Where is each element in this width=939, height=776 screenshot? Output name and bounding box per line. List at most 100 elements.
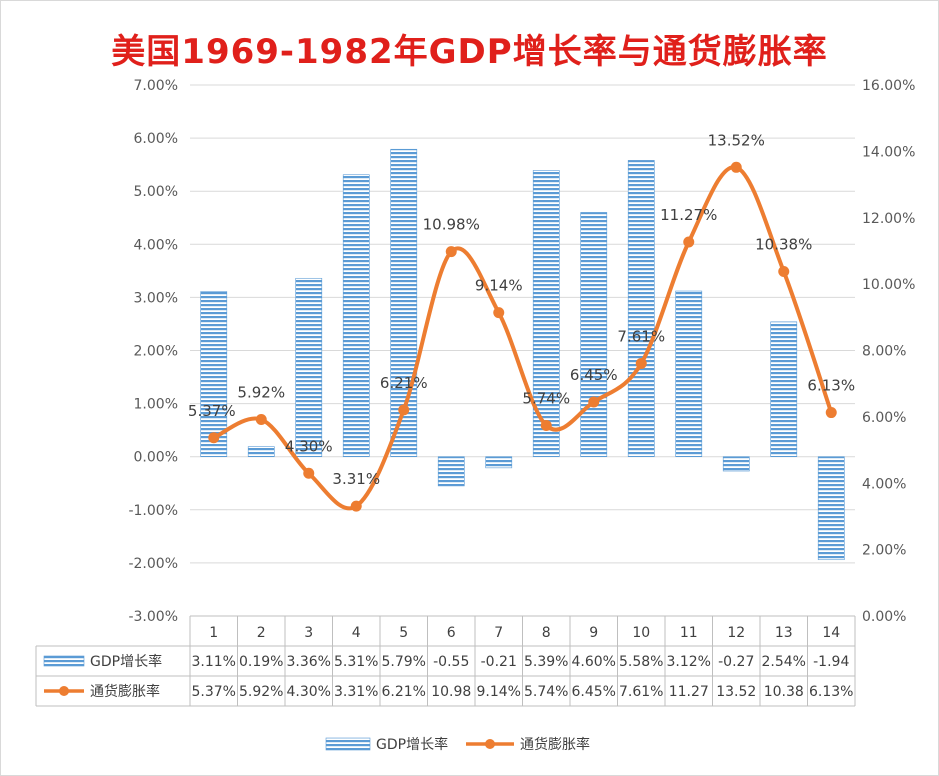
inflation-data-label: 11.27% bbox=[660, 206, 717, 224]
right-axis-tick-label: 0.00% bbox=[862, 609, 906, 625]
gdp-table-value: 3.11% bbox=[192, 654, 236, 670]
inflation-table-value: 13.52 bbox=[716, 684, 756, 700]
inflation-data-label: 4.30% bbox=[285, 437, 333, 455]
gdp-bar bbox=[675, 290, 703, 458]
inflation-data-label: 7.61% bbox=[617, 327, 665, 345]
left-axis-tick-label: -2.00% bbox=[128, 556, 178, 572]
category-label: 3 bbox=[304, 625, 313, 641]
gdp-table-value: 3.12% bbox=[667, 654, 711, 670]
inflation-data-label: 5.92% bbox=[237, 384, 285, 402]
gdp-bar bbox=[200, 291, 228, 457]
gdp-bar bbox=[342, 174, 370, 457]
inflation-data-label: 6.21% bbox=[380, 374, 428, 392]
inflation-point bbox=[540, 420, 552, 432]
left-axis-tick-label: 6.00% bbox=[134, 131, 178, 147]
legend-label-inflation: 通货膨胀率 bbox=[520, 736, 590, 753]
right-axis-tick-label: 10.00% bbox=[862, 277, 915, 293]
gdp-table-value: 5.79% bbox=[382, 654, 426, 670]
gdp-table-value: -0.55 bbox=[433, 654, 469, 670]
right-axis-tick-label: 2.00% bbox=[862, 543, 906, 559]
gdp-table-value: -0.21 bbox=[481, 654, 517, 670]
inflation-data-label: 5.37% bbox=[188, 402, 236, 420]
inflation-data-label: 3.31% bbox=[332, 470, 380, 488]
category-label: 7 bbox=[494, 625, 503, 641]
gdp-table-value: 5.31% bbox=[334, 654, 378, 670]
inflation-data-label: 6.13% bbox=[807, 377, 855, 395]
gdp-bar bbox=[437, 456, 465, 487]
gdp-table-value: 0.19% bbox=[239, 654, 283, 670]
legend-marker-inflation bbox=[485, 739, 495, 749]
category-label: 5 bbox=[399, 625, 408, 641]
inflation-table-value: 9.14% bbox=[477, 684, 521, 700]
category-label: 4 bbox=[352, 625, 361, 641]
left-axis-tick-label: 2.00% bbox=[134, 344, 178, 360]
inflation-point bbox=[778, 266, 790, 278]
right-axis-tick-label: 4.00% bbox=[862, 476, 906, 492]
category-label: 1 bbox=[209, 625, 218, 641]
gdp-bar bbox=[817, 456, 845, 561]
inflation-data-label: 10.98% bbox=[423, 216, 480, 234]
left-axis-tick-label: 0.00% bbox=[134, 450, 178, 466]
gdp-bar bbox=[295, 277, 323, 457]
inflation-point bbox=[683, 236, 695, 248]
category-label: 9 bbox=[589, 625, 598, 641]
table-row-label-inflation: 通货膨胀率 bbox=[90, 683, 160, 700]
category-label: 8 bbox=[542, 625, 551, 641]
inflation-point bbox=[303, 467, 315, 479]
left-axis-tick-label: 3.00% bbox=[134, 290, 178, 306]
left-axis-tick-label: 5.00% bbox=[134, 184, 178, 200]
right-axis-tick-label: 16.00% bbox=[862, 78, 915, 94]
gdp-bar bbox=[770, 321, 798, 457]
gdp-table-value: -1.94 bbox=[813, 654, 849, 670]
inflation-data-label: 6.45% bbox=[570, 366, 618, 384]
gdp-bar bbox=[627, 160, 655, 457]
inflation-table-value: 11.27 bbox=[669, 684, 709, 700]
inflation-point bbox=[588, 396, 600, 408]
inflation-table-value: 5.74% bbox=[524, 684, 568, 700]
left-axis-tick-label: 1.00% bbox=[134, 397, 178, 413]
inflation-point bbox=[255, 414, 267, 426]
inflation-table-value: 5.92% bbox=[239, 684, 283, 700]
gdp-bar bbox=[247, 446, 275, 457]
inflation-data-label: 13.52% bbox=[708, 131, 765, 149]
category-label: 11 bbox=[680, 625, 698, 641]
chart-title: 美国1969-1982年GDP增长率与通货膨胀率 bbox=[111, 32, 828, 72]
inflation-point bbox=[825, 407, 837, 419]
inflation-point bbox=[350, 500, 362, 512]
gdp-bar bbox=[580, 212, 608, 457]
left-axis-tick-label: 7.00% bbox=[134, 78, 178, 94]
gdp-table-value: 2.54% bbox=[762, 654, 806, 670]
right-axis-tick-label: 8.00% bbox=[862, 344, 906, 360]
inflation-point bbox=[730, 161, 742, 173]
category-label: 13 bbox=[775, 625, 793, 641]
category-label: 6 bbox=[447, 625, 456, 641]
category-label: 14 bbox=[822, 625, 840, 641]
table-key-gdp bbox=[43, 655, 85, 667]
category-label: 10 bbox=[632, 625, 650, 641]
inflation-data-label: 9.14% bbox=[475, 277, 523, 295]
gdp-table-value: -0.27 bbox=[718, 654, 754, 670]
inflation-point bbox=[398, 404, 410, 416]
gdp-table-value: 3.36% bbox=[287, 654, 331, 670]
table-key-inflation-marker bbox=[59, 686, 69, 696]
left-axis-tick-label: -3.00% bbox=[128, 609, 178, 625]
inflation-table-value: 10.98 bbox=[431, 684, 471, 700]
inflation-table-value: 10.38 bbox=[764, 684, 804, 700]
inflation-data-label: 5.74% bbox=[522, 390, 570, 408]
inflation-point bbox=[445, 246, 457, 258]
gdp-table-value: 4.60% bbox=[572, 654, 616, 670]
inflation-point bbox=[493, 307, 505, 319]
legend-swatch-gdp bbox=[325, 737, 371, 751]
gdp-table-value: 5.58% bbox=[619, 654, 663, 670]
left-axis-tick-label: -1.00% bbox=[128, 503, 178, 519]
inflation-data-label: 10.38% bbox=[755, 236, 812, 254]
inflation-point bbox=[208, 432, 220, 444]
inflation-table-value: 6.13% bbox=[809, 684, 853, 700]
right-axis-tick-label: 14.00% bbox=[862, 144, 915, 160]
gdp-bar bbox=[485, 456, 513, 469]
gdp-bar bbox=[532, 170, 560, 458]
category-label: 2 bbox=[257, 625, 266, 641]
inflation-table-value: 6.21% bbox=[382, 684, 426, 700]
table-row-label-gdp: GDP增长率 bbox=[90, 653, 162, 670]
